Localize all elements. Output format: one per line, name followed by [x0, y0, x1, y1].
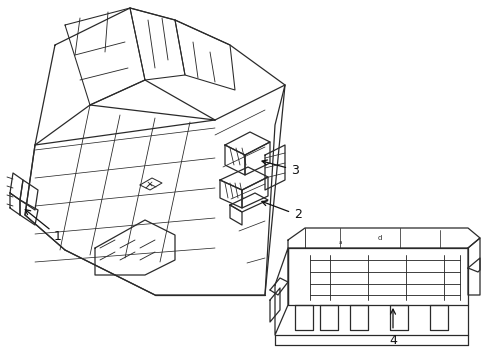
Text: d: d — [377, 235, 382, 241]
Text: 4: 4 — [388, 309, 396, 346]
Text: 2: 2 — [262, 201, 301, 221]
Text: 1: 1 — [25, 210, 62, 243]
Text: a: a — [338, 240, 341, 246]
Text: 3: 3 — [262, 160, 298, 176]
